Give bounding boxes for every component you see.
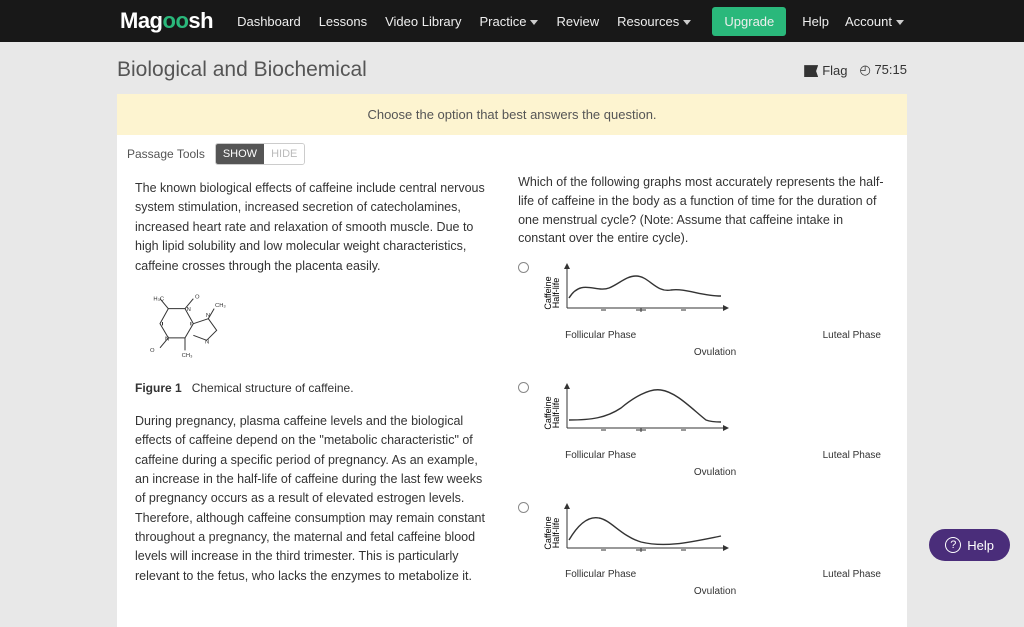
svg-text:N: N — [205, 340, 209, 346]
svg-text:Half-life: Half-life — [551, 517, 561, 548]
passage-tools: Passage Tools SHOW HIDE — [117, 135, 907, 173]
nav-help[interactable]: Help — [802, 14, 829, 29]
nav-review[interactable]: Review — [556, 14, 599, 29]
graph-2: CaffeineHalf-lifeFollicular PhaseLuteal … — [541, 498, 889, 600]
help-pill[interactable]: ? Help — [929, 529, 1010, 561]
tools-label: Passage Tools — [127, 147, 205, 161]
nav-dashboard[interactable]: Dashboard — [237, 14, 301, 29]
svg-text:N: N — [165, 336, 169, 342]
question-text: Which of the following graphs most accur… — [518, 173, 889, 248]
navbar: Magoosh Dashboard Lessons Video Library … — [0, 0, 1024, 42]
flag-icon — [804, 65, 818, 77]
show-hide-toggle[interactable]: SHOW HIDE — [215, 143, 306, 165]
graph-0: CaffeineHalf-lifeFollicular PhaseLuteal … — [541, 258, 889, 360]
answer-option-1[interactable]: CaffeineHalf-lifeFollicular PhaseLuteal … — [518, 378, 889, 480]
radio-option-1[interactable] — [518, 382, 529, 393]
graph-1: CaffeineHalf-lifeFollicular PhaseLuteal … — [541, 378, 889, 480]
help-icon: ? — [945, 537, 961, 553]
svg-text:N: N — [206, 313, 210, 319]
svg-text:CH₃: CH₃ — [215, 303, 226, 309]
nav-resources[interactable]: Resources — [617, 14, 691, 29]
timer: ◴ 75:15 — [859, 62, 907, 78]
nav-links: Dashboard Lessons Video Library Practice… — [237, 14, 712, 29]
svg-text:Half-life: Half-life — [551, 397, 561, 428]
upgrade-button[interactable]: Upgrade — [712, 7, 786, 36]
radio-option-0[interactable] — [518, 262, 529, 273]
flag-button[interactable]: Flag — [804, 63, 847, 78]
svg-text:O: O — [150, 348, 155, 354]
answer-option-2[interactable]: CaffeineHalf-lifeFollicular PhaseLuteal … — [518, 498, 889, 600]
nav-practice[interactable]: Practice — [479, 14, 538, 29]
chevron-down-icon — [896, 20, 904, 25]
page-title: Biological and Biochemical — [117, 58, 367, 82]
logo[interactable]: Magoosh — [120, 8, 213, 34]
svg-text:Half-life: Half-life — [551, 278, 561, 309]
passage-p2: During pregnancy, plasma caffeine levels… — [135, 412, 486, 583]
svg-text:N: N — [187, 307, 191, 313]
caffeine-structure: H₃C O O CH₃ CH₃ N N N N — [135, 292, 235, 367]
main-container: Biological and Biochemical Flag ◴ 75:15 … — [117, 42, 907, 627]
nav-lessons[interactable]: Lessons — [319, 14, 367, 29]
nav-account[interactable]: Account — [845, 14, 904, 29]
toggle-show[interactable]: SHOW — [216, 144, 264, 164]
passage-p1: The known biological effects of caffeine… — [135, 179, 486, 276]
answer-option-0[interactable]: CaffeineHalf-lifeFollicular PhaseLuteal … — [518, 258, 889, 360]
chevron-down-icon — [683, 20, 691, 25]
svg-text:CH₃: CH₃ — [182, 353, 193, 359]
chevron-down-icon — [530, 20, 538, 25]
passage-panel[interactable]: The known biological effects of caffeine… — [117, 173, 504, 583]
nav-video-library[interactable]: Video Library — [385, 14, 461, 29]
figure-caption: Figure 1 Chemical structure of caffeine. — [135, 379, 486, 398]
instruction-banner: Choose the option that best answers the … — [117, 94, 907, 135]
nav-right: Upgrade Help Account — [712, 7, 904, 36]
radio-option-2[interactable] — [518, 502, 529, 513]
question-panel: Which of the following graphs most accur… — [504, 173, 907, 627]
toggle-hide[interactable]: HIDE — [264, 144, 304, 164]
title-row: Biological and Biochemical Flag ◴ 75:15 — [117, 42, 907, 94]
svg-text:H₃C: H₃C — [153, 296, 164, 302]
svg-text:O: O — [195, 295, 200, 301]
